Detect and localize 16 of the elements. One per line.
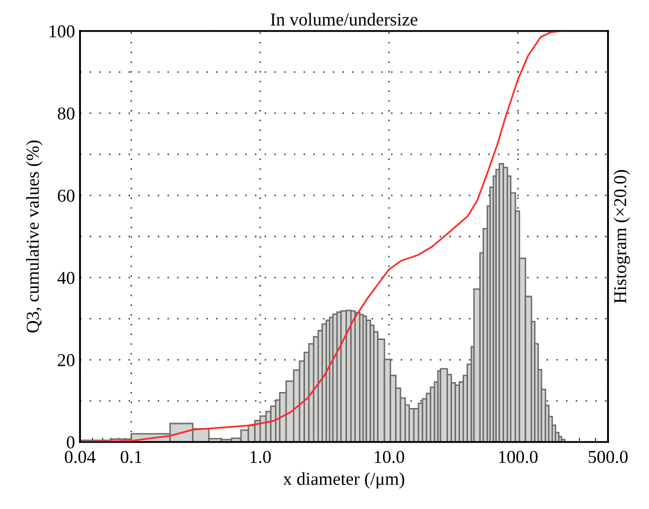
y-axis-title: Q3, cumulative values (%) bbox=[26, 140, 42, 333]
y-tick-label: 40 bbox=[57, 272, 74, 284]
chart-title: In volume/undersize bbox=[270, 12, 418, 26]
y-tick-label: 0 bbox=[66, 436, 74, 448]
y-tick-label: 20 bbox=[58, 354, 74, 366]
x-tick-label: 0.1 bbox=[120, 450, 142, 464]
y-tick-label: 60 bbox=[58, 190, 74, 202]
x-tick-label: 0.04 bbox=[64, 450, 96, 464]
y-tick-label: 100 bbox=[50, 25, 74, 38]
x-tick-label: 1.0 bbox=[250, 450, 271, 464]
x-tick-label: 500.0 bbox=[588, 450, 628, 464]
y2-axis-title: Histogram (×20.0) bbox=[614, 170, 630, 304]
x-tick-label: 100.0 bbox=[499, 450, 538, 464]
x-axis-title: x diameter (/μm) bbox=[283, 472, 404, 489]
y-tick-label: 80 bbox=[58, 107, 74, 120]
x-tick-label: 10.0 bbox=[374, 450, 404, 464]
